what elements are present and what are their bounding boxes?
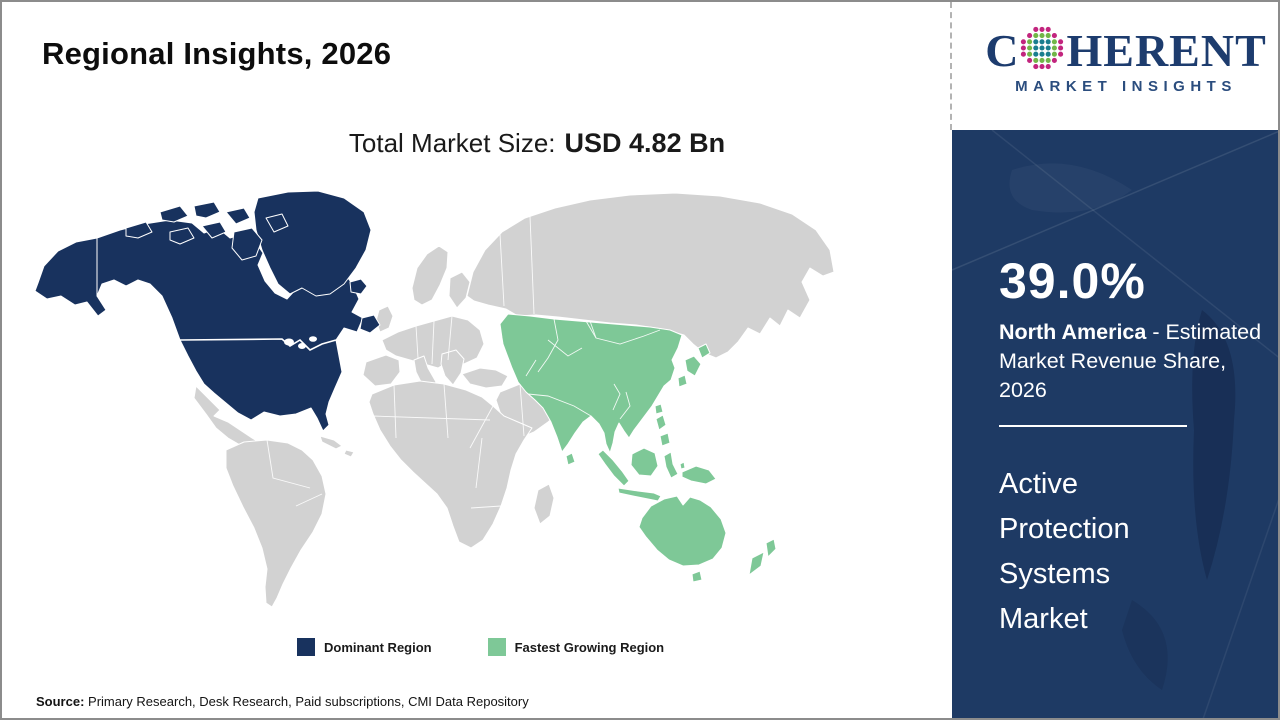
source-line: Source: Primary Research, Desk Research,… — [36, 694, 529, 709]
madagascar — [533, 483, 555, 525]
moluccas — [679, 461, 686, 470]
share-description-rest: - Estimated Market Revenue Share, 2026 — [999, 320, 1262, 403]
country-borders — [266, 215, 661, 509]
java — [617, 487, 662, 502]
honshu — [684, 355, 702, 377]
new-guinea — [681, 465, 717, 485]
logo-letters-herent: HERENT — [1066, 24, 1267, 76]
cuba — [319, 435, 343, 450]
source-label: Source: — [36, 694, 85, 709]
russia — [466, 192, 835, 359]
market-share-value: 39.0% — [999, 253, 1146, 309]
dashed-separator — [950, 2, 952, 130]
turkey — [461, 367, 509, 389]
hispaniola — [343, 449, 355, 458]
highlight-sidebar: 39.0% North America - Estimated Market R… — [952, 130, 1278, 718]
arctic-island — [265, 213, 289, 233]
logo-wordmark: C — [980, 26, 1272, 75]
sidebar-divider — [999, 425, 1187, 427]
balkans — [440, 349, 465, 386]
iberia — [362, 354, 401, 387]
arctic-island — [225, 207, 251, 225]
market-name: Active Protection Systems Market — [999, 468, 1130, 635]
legend-item-dominant: Dominant Region — [297, 638, 432, 656]
hokkaido — [697, 343, 711, 359]
map-legend: Dominant Region Fastest Growing Region — [297, 638, 664, 656]
market-share-description: North America - Estimated Market Revenue… — [999, 318, 1267, 405]
mindanao — [659, 432, 671, 447]
fastest-region-label: Fastest Growing Region — [514, 639, 665, 655]
logo-tagline: MARKET INSIGHTS — [1015, 78, 1237, 95]
iceland — [349, 278, 368, 295]
greenland — [253, 190, 372, 297]
luzon — [655, 414, 667, 431]
world-map — [30, 188, 840, 618]
arctic-island — [193, 201, 221, 219]
share-region-name: North America — [999, 320, 1147, 344]
legend-item-fastest: Fastest Growing Region — [487, 638, 665, 656]
kyushu — [677, 374, 688, 388]
total-market-size-label: Total Market Size: — [348, 128, 556, 158]
south-america — [225, 439, 327, 608]
tasmania — [691, 570, 703, 583]
arctic-island — [125, 221, 153, 239]
dominant-region-swatch — [297, 638, 315, 656]
sulawesi — [663, 451, 679, 479]
finland — [448, 271, 471, 309]
arctic-island — [159, 205, 189, 223]
scandinavia — [411, 245, 449, 306]
total-market-size-value: USD 4.82 Bn — [564, 128, 726, 158]
sidebar-map-texture — [952, 130, 1278, 718]
sri-lanka — [565, 452, 576, 466]
world-map-svg — [34, 190, 835, 608]
australia — [638, 495, 727, 567]
logo-letter-c: C — [985, 24, 1019, 76]
arctic-island — [169, 227, 195, 245]
fastest-region-swatch — [487, 638, 506, 656]
region-asia-pacific — [499, 313, 777, 583]
sumatra — [597, 449, 630, 487]
source-text: Primary Research, Desk Research, Paid su… — [84, 694, 529, 709]
newfoundland — [359, 314, 381, 334]
us-canada-border — [179, 336, 337, 351]
arctic-island — [201, 221, 227, 239]
nz-north-island — [765, 538, 777, 558]
total-market-size: Total Market Size: USD 4.82 Bn — [122, 128, 952, 159]
region-north-america — [34, 190, 381, 432]
taiwan — [654, 403, 664, 415]
baffin-island — [231, 227, 263, 261]
coherent-market-insights-logo: C — [980, 26, 1272, 95]
logo-dotted-o-icon — [1020, 26, 1064, 75]
asia-mainland — [499, 313, 683, 454]
borneo — [630, 447, 659, 477]
page-title: Regional Insights, 2026 — [42, 36, 392, 71]
nz-south-island — [748, 551, 765, 576]
dominant-region-label: Dominant Region — [324, 639, 432, 655]
united-kingdom — [375, 305, 394, 333]
region-other — [193, 192, 835, 608]
alaska — [34, 237, 107, 317]
